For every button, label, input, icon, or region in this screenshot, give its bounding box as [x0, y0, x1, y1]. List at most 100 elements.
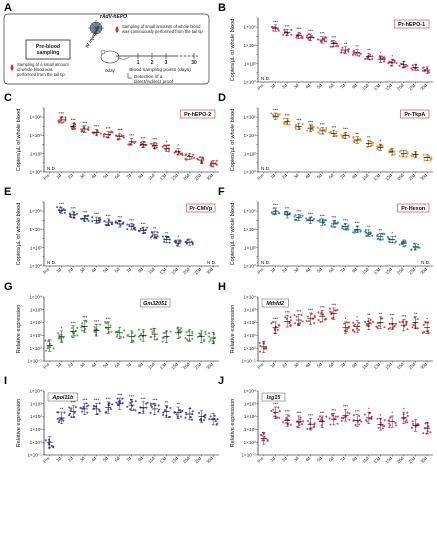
x-tick-label: 20d [396, 266, 405, 275]
data-point [103, 220, 106, 223]
data-point [50, 444, 53, 448]
data-point [365, 234, 368, 237]
data-point [52, 446, 55, 449]
data-point [411, 64, 414, 67]
data-point [263, 347, 266, 350]
data-point [296, 425, 299, 428]
data-point [414, 152, 417, 155]
x-tick-label: 9d [137, 455, 144, 462]
data-point [154, 404, 157, 407]
series-label: Pr-CMVp [189, 206, 212, 212]
data-point [121, 397, 124, 400]
category-7d: *** [127, 133, 137, 146]
data-point [167, 150, 171, 153]
x-tick-label: 7d [125, 266, 132, 273]
data-point [285, 421, 288, 424]
data-point [317, 319, 320, 322]
data-point [387, 422, 391, 425]
x-tick-label: 20d [182, 172, 191, 181]
nd-label-pre: N.D. [47, 166, 56, 171]
data-point [173, 411, 176, 414]
data-point [423, 159, 426, 162]
data-point [429, 159, 432, 162]
significance-stars: * [177, 143, 179, 148]
data-point [395, 424, 398, 427]
x-tick-label: 20d [396, 82, 405, 91]
data-point [416, 69, 419, 72]
significance-stars: * [177, 234, 179, 239]
x-tick-label: 11d [361, 455, 370, 464]
data-point [149, 142, 153, 145]
data-point [285, 317, 288, 320]
data-point [178, 151, 181, 154]
data-point [63, 411, 66, 414]
data-point [151, 235, 154, 238]
data-point [348, 136, 351, 139]
chart-panel-h: H 1×10⁻¹ 1×10⁰ 1×10¹ 1×10² 1×10³ 1×10⁴ Relative… [218, 281, 433, 370]
data-point [308, 320, 311, 323]
significance-stars: *** [296, 410, 301, 415]
x-tick-label: 1d [55, 361, 62, 368]
x-tick-label: 3d [293, 455, 300, 462]
x-tick-label: 9d [351, 172, 358, 179]
significance-stars: ** [367, 135, 371, 140]
significance-stars: *** [82, 120, 87, 125]
data-point [422, 69, 425, 72]
significance-stars: *** [331, 35, 336, 40]
category-13d: * [376, 413, 386, 431]
x-tick-label: 2d [281, 361, 288, 368]
data-point [114, 220, 117, 223]
gene-label: Gm32051 [143, 301, 167, 307]
data-point [354, 53, 357, 56]
data-point [74, 123, 77, 126]
data-point [322, 128, 326, 131]
x-tick-label: 6d [114, 361, 121, 368]
data-point [393, 59, 396, 62]
data-point [276, 416, 279, 419]
data-point [323, 219, 326, 222]
x-tick-label: 13d [373, 455, 382, 464]
x-tick-label: 2d [281, 172, 288, 179]
data-point [364, 58, 367, 61]
x-tick-label: 1d [55, 172, 62, 179]
data-point [189, 416, 192, 419]
data-point [352, 321, 355, 324]
gene-label-box [47, 392, 79, 402]
y-tick-label: 1×10⁶ [30, 209, 42, 214]
x-tick-label: 5d [316, 82, 323, 89]
data-point [351, 53, 354, 56]
data-point [417, 243, 420, 246]
data-point [129, 408, 132, 411]
significance-stars: *** [106, 126, 111, 131]
data-point [116, 397, 119, 400]
data-point [410, 154, 413, 158]
category-5d: *** [317, 410, 328, 428]
x-tick-label: 11d [147, 361, 156, 370]
x-tick-label: 6d [328, 266, 335, 273]
data-point [320, 312, 323, 315]
category-25d [196, 156, 205, 165]
data-point [401, 66, 404, 69]
series-label-box [393, 19, 430, 29]
data-point [333, 134, 336, 137]
data-point [414, 324, 417, 327]
x-tick-label: 9d [351, 361, 358, 368]
data-point [430, 156, 433, 159]
data-point [401, 321, 404, 324]
data-point [377, 148, 380, 151]
y-tick-label: 1×10³ [244, 401, 256, 406]
data-point [283, 28, 286, 31]
data-point [204, 330, 207, 333]
x-tick-label: 25d [408, 82, 417, 91]
category-13d: ** [161, 231, 172, 244]
significance-stars: *** [320, 122, 325, 127]
category-15d: * [387, 54, 398, 67]
data-point [187, 339, 190, 342]
data-point [203, 338, 206, 341]
category-30d [422, 153, 433, 162]
data-point [320, 418, 323, 421]
data-point [122, 336, 125, 339]
data-point [62, 208, 65, 211]
significance-stars: *** [273, 202, 278, 207]
data-point [371, 234, 374, 237]
